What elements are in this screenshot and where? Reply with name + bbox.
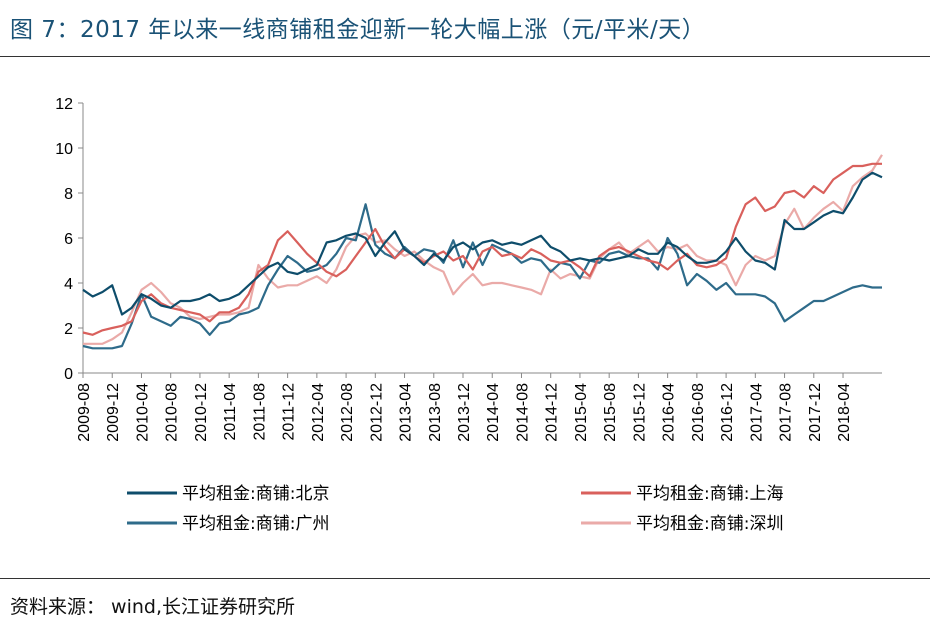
x-tick-label: 2011-08 xyxy=(251,383,268,441)
y-tick-label: 12 xyxy=(55,96,73,113)
x-tick-label: 2010-04 xyxy=(134,383,151,442)
x-tick-label: 2009-08 xyxy=(76,383,93,442)
x-tick-label: 2015-08 xyxy=(602,383,619,442)
title-divider xyxy=(0,56,930,57)
y-axis: 0 2 4 6 8 10 12 xyxy=(55,96,84,383)
series-line-2 xyxy=(82,203,882,350)
series-line-0 xyxy=(82,171,883,316)
x-tick-label: 2011-04 xyxy=(222,383,239,441)
y-tick-label: 4 xyxy=(64,276,73,293)
legend-label-1: 平均租金:商铺:上海 xyxy=(636,484,783,504)
series-line-1 xyxy=(82,162,882,336)
series-lines xyxy=(82,154,883,350)
x-tick-label: 2017-12 xyxy=(807,383,824,442)
x-tick-label: 2013-04 xyxy=(398,383,415,442)
x-tick-label: 2014-04 xyxy=(485,383,502,442)
chart-title: 图 7：2017 年以来一线商铺租金迎新一轮大幅上涨（元/平米/天） xyxy=(10,17,706,43)
x-tick-label: 2012-12 xyxy=(368,383,385,442)
source-divider xyxy=(0,578,930,579)
legend-label-2: 平均租金:商铺:广州 xyxy=(182,514,329,534)
x-tick-label: 2010-12 xyxy=(193,383,210,442)
x-tick-label: 2012-08 xyxy=(339,383,356,442)
x-tick-label: 2012-04 xyxy=(310,383,327,442)
x-tick-label: 2018-04 xyxy=(836,383,853,442)
x-tick-label: 2015-12 xyxy=(631,383,648,442)
x-tick-label: 2014-08 xyxy=(514,383,531,442)
x-tick-label: 2013-12 xyxy=(456,383,473,442)
y-tick-label: 6 xyxy=(64,231,73,248)
source-note: 资料来源： wind,长江证券研究所 xyxy=(10,596,296,618)
y-tick-label: 0 xyxy=(64,366,73,383)
x-tick-label: 2015-04 xyxy=(573,383,590,442)
x-tick-label: 2014-12 xyxy=(544,383,561,442)
x-tick-label: 2016-04 xyxy=(661,383,678,442)
legend-label-3: 平均租金:商铺:深圳 xyxy=(636,514,783,534)
legend-label-0: 平均租金:商铺:北京 xyxy=(182,484,329,504)
x-tick-label: 2011-12 xyxy=(281,383,298,441)
x-tick-label: 2009-12 xyxy=(105,383,122,442)
x-axis: 2009-08 2009-12 2010-04 2010-08 2010-12 2011-… xyxy=(76,372,882,442)
x-tick-label: 2010-08 xyxy=(164,383,181,442)
x-tick-label: 2016-12 xyxy=(719,383,736,442)
x-tick-label: 2017-04 xyxy=(748,383,765,442)
x-tick-label: 2017-08 xyxy=(778,383,795,442)
x-tick-label: 2013-08 xyxy=(427,383,444,442)
y-tick-label: 8 xyxy=(64,186,73,203)
x-tick-label: 2016-08 xyxy=(690,383,707,442)
y-tick-label: 10 xyxy=(55,141,73,158)
y-tick-label: 2 xyxy=(64,321,73,338)
